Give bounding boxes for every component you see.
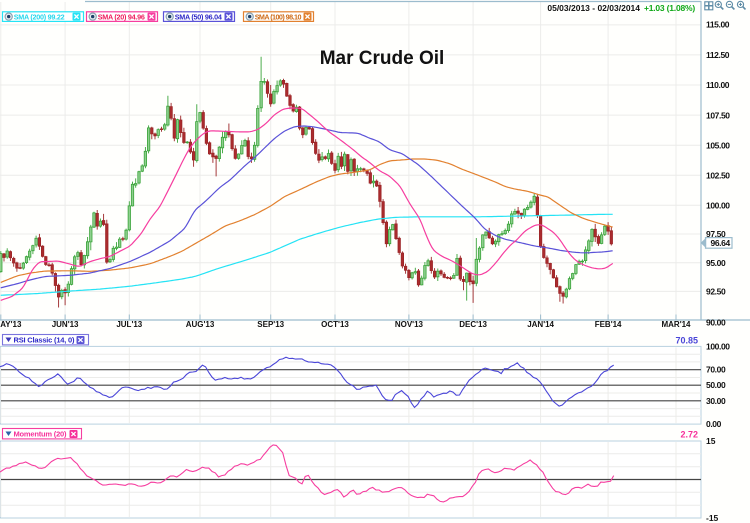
- svg-text:RSI Classic (14, 0): RSI Classic (14, 0): [14, 336, 76, 345]
- svg-text:MAR'14: MAR'14: [661, 320, 691, 329]
- svg-text:JUN'13: JUN'13: [52, 320, 79, 329]
- svg-text:96.64: 96.64: [711, 238, 731, 248]
- svg-text:DEC'13: DEC'13: [459, 320, 487, 329]
- svg-text:110.00: 110.00: [706, 80, 730, 90]
- svg-text:15: 15: [706, 436, 716, 446]
- svg-text:30.00: 30.00: [706, 396, 726, 406]
- svg-text:SMA (100) 98.10: SMA (100) 98.10: [255, 13, 302, 22]
- svg-text:JAN'14: JAN'14: [527, 320, 554, 329]
- svg-text:102.50: 102.50: [706, 170, 730, 180]
- svg-text:Mar Crude Oil: Mar Crude Oil: [320, 48, 445, 69]
- svg-text:SEP'13: SEP'13: [257, 320, 284, 329]
- svg-text:70.00: 70.00: [706, 365, 726, 375]
- svg-text:90.00: 90.00: [706, 317, 726, 327]
- svg-text:100.00: 100.00: [706, 341, 730, 351]
- svg-text:NOV'13: NOV'13: [395, 320, 424, 329]
- svg-text:97.50: 97.50: [706, 229, 726, 239]
- svg-text:112.50: 112.50: [706, 50, 730, 60]
- svg-text:105.00: 105.00: [706, 140, 730, 150]
- svg-text:05/03/2013 - 02/03/2014: 05/03/2013 - 02/03/2014: [547, 3, 640, 13]
- svg-text:115.00: 115.00: [706, 20, 730, 30]
- svg-text:92.50: 92.50: [706, 287, 726, 297]
- svg-text:100.00: 100.00: [706, 201, 730, 211]
- svg-text:OCT'13: OCT'13: [321, 320, 349, 329]
- svg-text:107.50: 107.50: [706, 110, 730, 120]
- svg-text:95.00: 95.00: [706, 258, 726, 268]
- svg-text:JUL'13: JUL'13: [116, 320, 142, 329]
- svg-text:2.72: 2.72: [680, 430, 698, 440]
- svg-text:+1.03 (1.08%): +1.03 (1.08%): [644, 3, 695, 13]
- svg-text:AUG'13: AUG'13: [186, 320, 215, 329]
- svg-text:SMA (50) 96.04: SMA (50) 96.04: [175, 13, 222, 22]
- svg-text:Momentum (20): Momentum (20): [14, 430, 68, 439]
- svg-text:-15: -15: [706, 513, 719, 523]
- svg-text:70.85: 70.85: [675, 336, 698, 346]
- svg-text:0.00: 0.00: [706, 419, 722, 429]
- svg-text:MAY'13: MAY'13: [0, 320, 22, 329]
- svg-text:SMA (200) 99.22: SMA (200) 99.22: [14, 13, 65, 22]
- svg-text:50.00: 50.00: [706, 380, 726, 390]
- svg-text:SMA (20) 94.96: SMA (20) 94.96: [98, 13, 145, 22]
- svg-text:FEB'14: FEB'14: [595, 320, 622, 329]
